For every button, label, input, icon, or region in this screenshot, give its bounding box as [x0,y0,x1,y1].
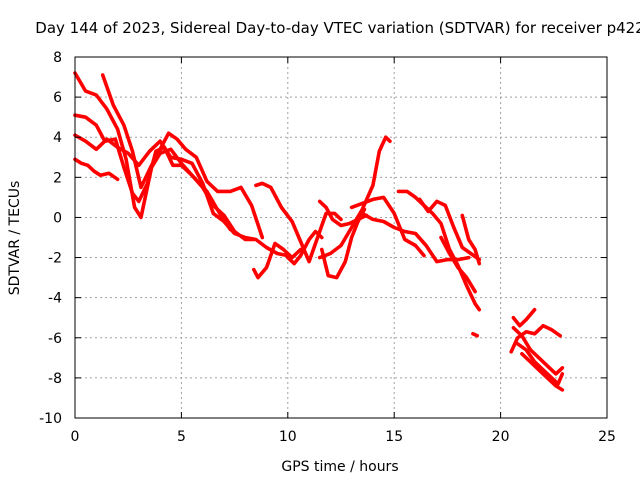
x-tick-label: 20 [492,429,510,445]
series-trace-20 [509,323,563,354]
series-layer [73,71,565,392]
series-trace-18 [471,331,480,338]
y-tick-label: -10 [39,411,62,427]
series-trace-5 [73,157,120,182]
y-tick-label: -2 [48,251,62,267]
y-tick-label: 8 [53,50,62,66]
y-tick-label: -8 [48,371,62,387]
series-trace-1 [73,71,233,232]
x-tick-label: 15 [385,429,403,445]
series-trace-4 [73,133,290,258]
series-trace-15 [417,197,482,262]
x-tick-label: 25 [598,429,616,445]
y-axis-label: SDTVAR / TECUs [7,181,23,296]
plot-frame [74,56,608,419]
series-trace-22 [515,341,565,386]
series-trace-11 [317,135,392,260]
y-tick-label: 6 [53,90,62,106]
series-trace-8 [285,229,324,266]
series-trace-21 [511,325,565,376]
y-tick-label: -4 [48,291,62,307]
series-trace-6 [252,241,303,280]
series-trace-19 [511,307,537,328]
y-tick-label: 0 [53,210,62,226]
series-trace-9 [319,207,367,280]
x-tick-label: 0 [71,429,80,445]
y-tick-label: 4 [53,130,62,146]
axis-ticks: 0 5 10 15 20 25 -10 -8 -6 -4 -2 0 2 4 6 8 [39,50,616,445]
x-axis-label: GPS time / hours [281,459,398,475]
series-trace-12 [349,195,426,258]
x-tick-label: 10 [279,429,297,445]
series-trace-16 [439,235,477,294]
series-trace-17 [460,213,482,266]
x-tick-label: 5 [177,429,186,445]
series-trace-13 [360,211,471,264]
y-tick-label: 2 [53,170,62,186]
series-trace-14 [396,189,482,312]
series-trace-23 [520,351,565,392]
series-trace-2 [100,73,265,240]
grid-lines [75,57,607,418]
chart-title: Day 144 of 2023, Sidereal Day-to-day VTE… [35,19,640,37]
y-tick-label: -6 [48,331,62,347]
